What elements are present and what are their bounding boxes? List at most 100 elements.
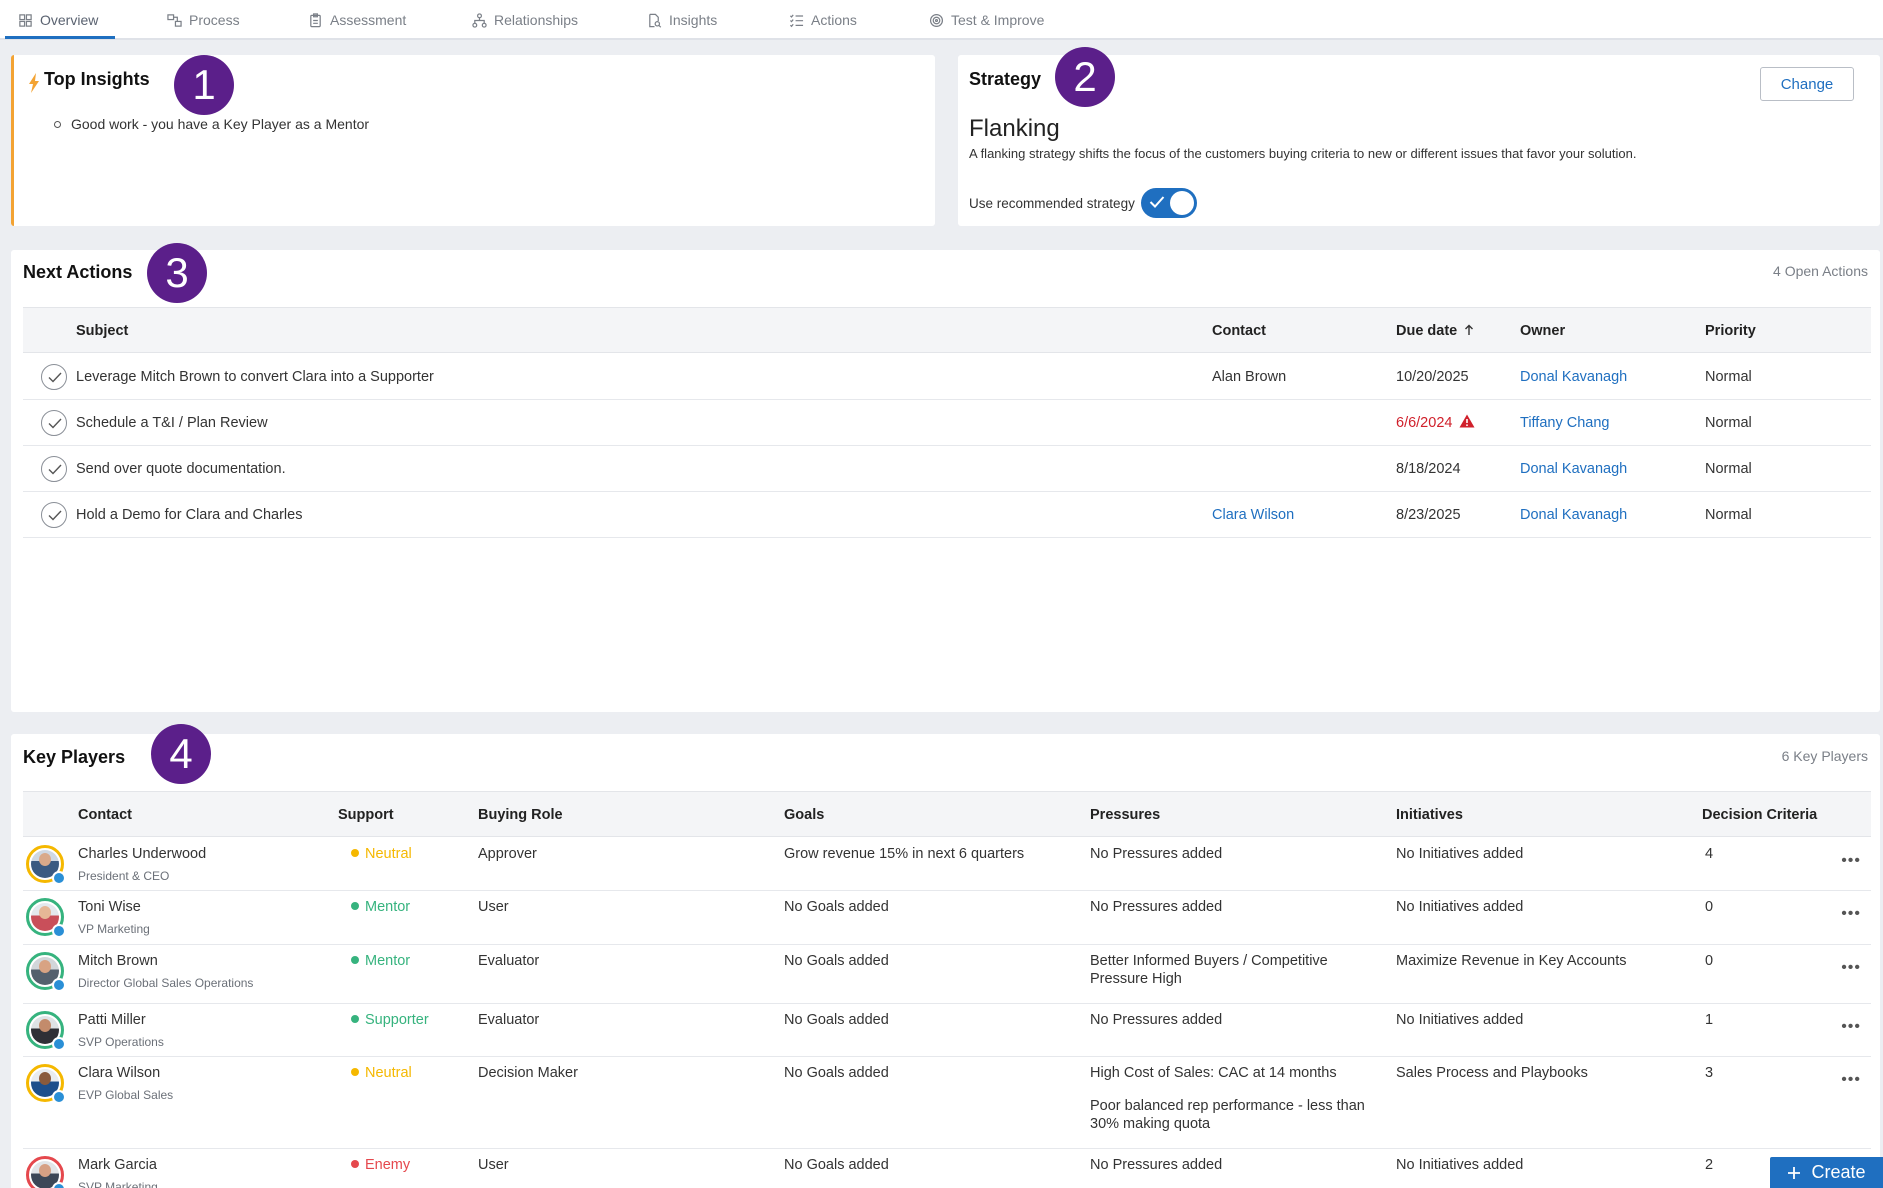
tab-label: Assessment xyxy=(330,12,407,28)
next-actions-title: Next Actions xyxy=(23,262,133,282)
initiative-link[interactable]: Sales Process and Playbooks xyxy=(1396,1065,1588,1081)
linked-icon xyxy=(52,871,66,885)
action-subject[interactable]: Schedule a T&I / Plan Review xyxy=(76,415,268,431)
linked-icon xyxy=(52,978,66,992)
tab-label: Process xyxy=(189,12,240,28)
tab-label: Actions xyxy=(811,12,857,28)
player-name[interactable]: Patti Miller xyxy=(78,1012,146,1028)
column-subject[interactable]: Subject xyxy=(76,323,129,339)
action-row[interactable]: Leverage Mitch Brown to convert Clara in… xyxy=(23,354,1871,400)
action-owner-link[interactable]: Donal Kavanagh xyxy=(1520,369,1628,385)
action-owner-link[interactable]: Tiffany Chang xyxy=(1520,415,1610,431)
player-name[interactable]: Charles Underwood xyxy=(78,846,207,862)
check-icon xyxy=(48,510,62,521)
action-subject[interactable]: Send over quote documentation. xyxy=(76,461,286,477)
column-contact[interactable]: Contact xyxy=(78,807,132,823)
complete-action-checkbox[interactable] xyxy=(41,456,67,482)
decision-criteria-link[interactable]: 1 xyxy=(1705,1012,1714,1028)
avatar xyxy=(26,845,66,885)
column-buying-role[interactable]: Buying Role xyxy=(478,807,563,823)
player-row[interactable]: Toni Wise VP Marketing Mentor User No Goa… xyxy=(23,891,1871,945)
column-goals[interactable]: Goals xyxy=(784,807,825,823)
complete-action-checkbox[interactable] xyxy=(41,410,67,436)
tab-overview[interactable]: Overview xyxy=(18,0,98,40)
support-label: Mentor xyxy=(365,899,411,915)
player-row[interactable]: Mark Garcia SVP Marketing Enemy User No G… xyxy=(23,1149,1871,1188)
action-due-date: 10/20/2025 xyxy=(1396,369,1469,385)
linked-icon xyxy=(52,1090,66,1104)
avatar xyxy=(26,1011,66,1051)
toggle-label: Use recommended strategy xyxy=(969,196,1135,211)
column-pressures[interactable]: Pressures xyxy=(1090,807,1161,823)
tab-test-improve[interactable]: Test & Improve xyxy=(929,0,1044,40)
column-decision-criteria[interactable]: Decision Criteria xyxy=(1702,807,1818,823)
strategy-name: Flanking xyxy=(969,115,1060,142)
initiatives-empty: No Initiatives added xyxy=(1396,1157,1524,1173)
complete-action-checkbox[interactable] xyxy=(41,502,67,528)
tab-insights[interactable]: Insights xyxy=(647,0,717,40)
goals-empty: No Goals added xyxy=(784,1065,889,1081)
decision-criteria-link[interactable]: 3 xyxy=(1705,1065,1714,1081)
action-priority: Normal xyxy=(1705,461,1752,477)
change-strategy-button[interactable]: Change xyxy=(1760,67,1854,101)
column-support[interactable]: Support xyxy=(338,807,394,823)
more-options-icon[interactable]: ••• xyxy=(1841,959,1861,976)
column-contact[interactable]: Contact xyxy=(1212,323,1266,339)
pressures-empty: No Pressures added xyxy=(1090,846,1223,862)
tab-relationships[interactable]: Relationships xyxy=(472,0,578,40)
column-owner[interactable]: Owner xyxy=(1520,323,1566,339)
more-options-icon[interactable]: ••• xyxy=(1841,905,1861,922)
create-button[interactable]: Create xyxy=(1770,1157,1883,1188)
target-icon xyxy=(929,13,944,27)
decision-criteria-link[interactable]: 2 xyxy=(1705,1157,1714,1173)
action-contact-link[interactable]: Clara Wilson xyxy=(1212,507,1295,523)
player-name[interactable]: Mitch Brown xyxy=(78,953,158,969)
buying-role: User xyxy=(478,1157,509,1173)
goals-empty: No Goals added xyxy=(784,1157,889,1173)
linked-icon xyxy=(52,924,66,938)
more-options-icon[interactable]: ••• xyxy=(1841,852,1861,869)
support-label: Enemy xyxy=(365,1157,411,1173)
pressure-link[interactable]: Better Informed Buyers / Competitive Pre… xyxy=(1090,953,1328,987)
complete-action-checkbox[interactable] xyxy=(41,364,67,390)
tab-assessment[interactable]: Assessment xyxy=(308,0,406,40)
recommended-strategy-toggle[interactable] xyxy=(1141,188,1197,218)
more-options-icon[interactable]: ••• xyxy=(1841,1071,1861,1088)
support-status: Neutral xyxy=(351,1064,412,1082)
pressure-link[interactable]: Poor balanced rep performance - less tha… xyxy=(1090,1098,1365,1132)
active-tab-indicator xyxy=(5,36,115,39)
actions-table-header: Subject Contact Due date Owner Priority xyxy=(23,307,1871,353)
action-subject[interactable]: Leverage Mitch Brown to convert Clara in… xyxy=(76,369,434,385)
goal-link[interactable]: Grow revenue 15% in next 6 quarters xyxy=(784,846,1025,862)
column-initiatives[interactable]: Initiatives xyxy=(1396,807,1463,823)
lightning-icon xyxy=(29,73,39,93)
tab-process[interactable]: Process xyxy=(167,0,240,40)
player-name[interactable]: Clara Wilson xyxy=(78,1065,161,1081)
column-priority[interactable]: Priority xyxy=(1705,323,1756,339)
action-owner-link[interactable]: Donal Kavanagh xyxy=(1520,507,1628,523)
pressures-empty: No Pressures added xyxy=(1090,1157,1223,1173)
player-row[interactable]: Charles Underwood President & CEO Neutral… xyxy=(23,838,1871,891)
action-owner-link[interactable]: Donal Kavanagh xyxy=(1520,461,1628,477)
more-options-icon[interactable]: ••• xyxy=(1841,1018,1861,1035)
initiative-link[interactable]: Maximize Revenue in Key Accounts xyxy=(1396,953,1627,969)
buying-role: User xyxy=(478,899,509,915)
player-row[interactable]: Patti Miller SVP Operations Supporter Eva… xyxy=(23,1004,1871,1057)
pressure-link[interactable]: High Cost of Sales: CAC at 14 months xyxy=(1090,1065,1337,1081)
buying-role: Approver xyxy=(478,846,537,862)
action-subject[interactable]: Hold a Demo for Clara and Charles xyxy=(76,507,303,523)
action-row[interactable]: Hold a Demo for Clara and Charles Clara … xyxy=(23,492,1871,538)
next-actions-card: Next Actions 3 4 Open Actions Subject Co… xyxy=(11,243,1880,712)
tab-actions[interactable]: Actions xyxy=(789,0,857,40)
insight-text: Good work - you have a Key Player as a M… xyxy=(71,116,370,132)
decision-criteria-link[interactable]: 4 xyxy=(1705,846,1714,862)
player-name[interactable]: Toni Wise xyxy=(78,899,141,915)
player-name[interactable]: Mark Garcia xyxy=(78,1157,157,1173)
player-row[interactable]: Mitch Brown Director Global Sales Operati… xyxy=(23,945,1871,1004)
player-row[interactable]: Clara Wilson EVP Global Sales Neutral Dec… xyxy=(23,1057,1871,1149)
action-due-date: 6/6/2024 xyxy=(1396,415,1453,431)
action-row[interactable]: Send over quote documentation. 8/18/2024… xyxy=(23,446,1871,492)
grid-icon xyxy=(19,13,32,27)
column-due-date[interactable]: Due date xyxy=(1396,308,1474,354)
action-row[interactable]: Schedule a T&I / Plan Review 6/6/2024 Ti… xyxy=(23,400,1871,446)
